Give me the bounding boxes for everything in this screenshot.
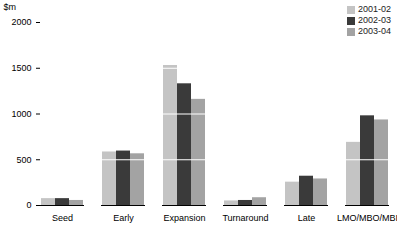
svg-text:1000: 1000: [11, 109, 31, 119]
html-text:2003-04: 2003-04: [358, 26, 391, 36]
svg-text:2000: 2000: [11, 17, 31, 27]
svg-text:Late: Late: [298, 213, 316, 223]
svg-text:LMO/MBO/MBI: LMO/MBO/MBI: [337, 213, 397, 223]
svg-text:$m: $m: [4, 2, 17, 12]
html-text:2002-03: 2002-03: [358, 15, 391, 25]
html-text:2001-02: 2001-02: [358, 4, 391, 14]
svg-text:Early: Early: [113, 213, 134, 223]
svg-text:Turnaround: Turnaround: [222, 213, 268, 223]
svg-text:Expansion: Expansion: [163, 213, 205, 223]
svg-text:Seed: Seed: [52, 213, 73, 223]
svg-text:1500: 1500: [11, 63, 31, 73]
svg-text:500: 500: [16, 155, 31, 165]
svg-text:0: 0: [26, 200, 31, 210]
